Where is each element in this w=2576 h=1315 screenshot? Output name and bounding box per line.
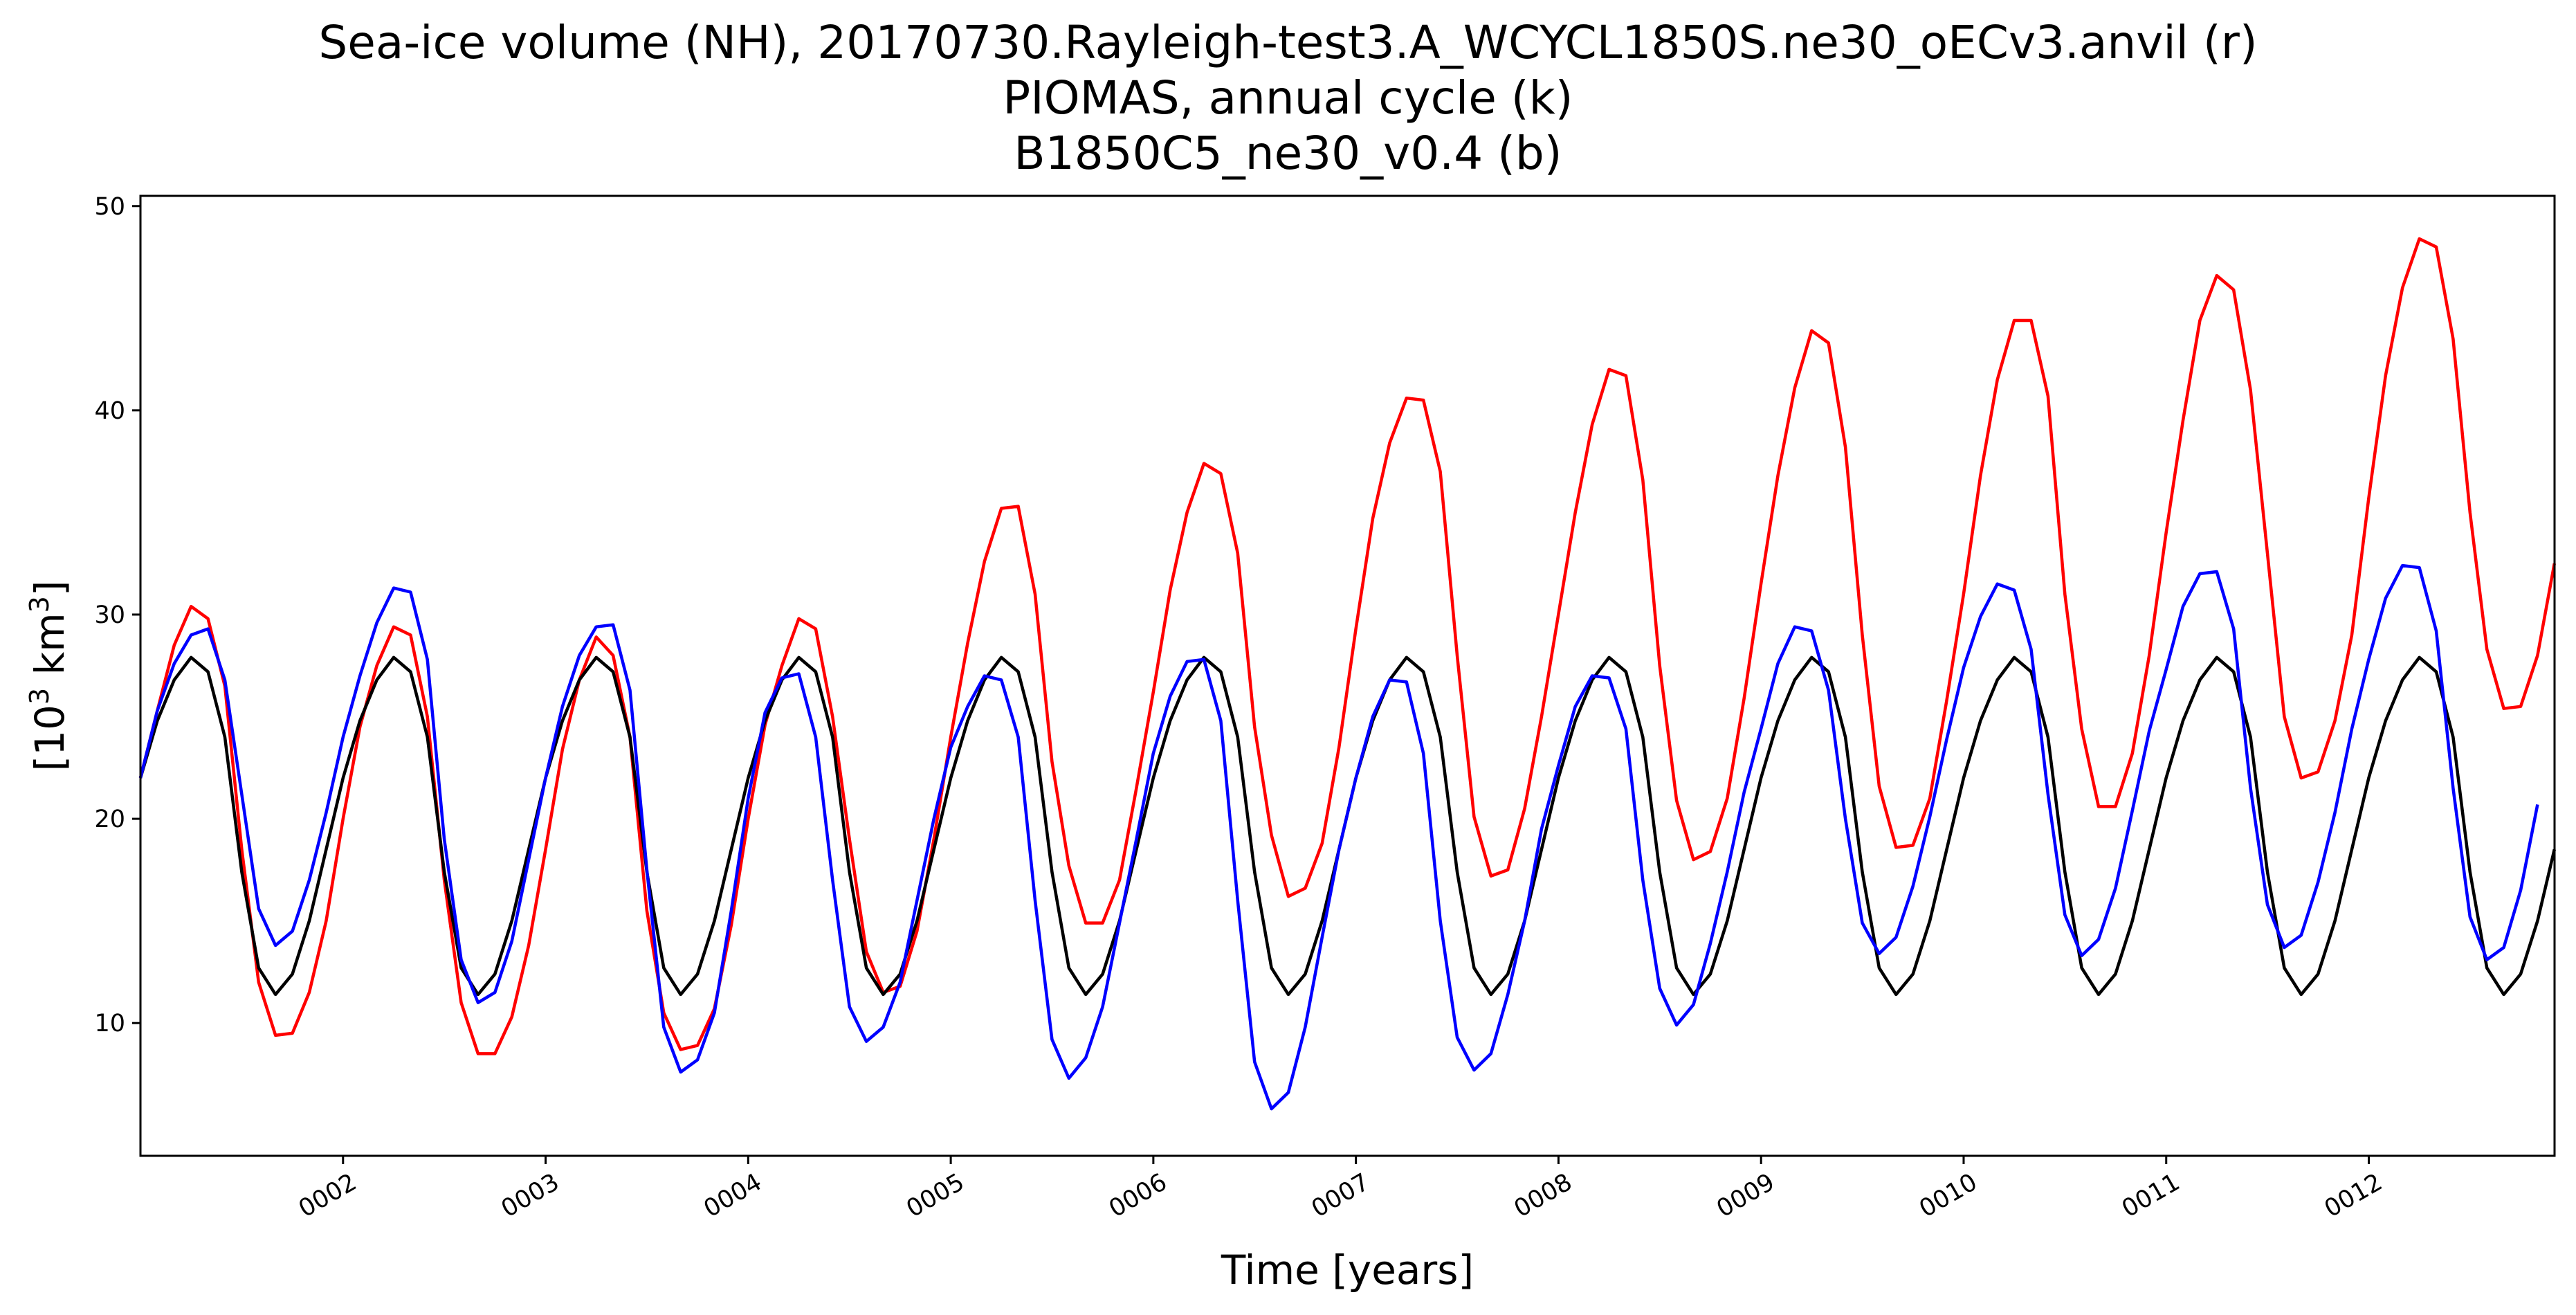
y-axis-label-superscript: 3 <box>24 688 55 705</box>
x-tick-label: 0011 <box>2117 1168 2184 1223</box>
y-tick-label: 50 <box>94 193 125 221</box>
y-tick-label: 10 <box>94 1010 125 1037</box>
y-axis-label-middle: km <box>26 613 73 688</box>
x-tick-label: 0006 <box>1104 1168 1171 1223</box>
x-tick-label: 0003 <box>497 1168 564 1223</box>
x-tick-label: 0009 <box>1712 1168 1780 1223</box>
y-tick-label: 30 <box>94 601 125 629</box>
x-tick-label: 0007 <box>1307 1168 1374 1223</box>
y-axis-label-superscript: 3 <box>24 596 55 613</box>
series-line-2 <box>138 655 2556 997</box>
x-tick-label: 0008 <box>1510 1168 1577 1223</box>
chart-title: Sea-ice volume (NH), 20170730.Rayleigh-t… <box>0 15 2576 181</box>
x-tick-label: 0012 <box>2320 1168 2387 1223</box>
y-tick-label: 20 <box>94 806 125 833</box>
series-layer <box>138 237 2557 1111</box>
y-axis: 10 20 30 40 50 <box>94 193 140 1037</box>
series-line-3 <box>138 563 2539 1111</box>
chart-title-line-2: PIOMAS, annual cycle (k) <box>1003 71 1573 125</box>
y-axis-label: [103 km3] <box>24 581 73 772</box>
x-axis: 0002 0003 0004 0005 0006 0007 0008 0009 0010 0011… <box>294 1156 2387 1223</box>
chart-title-line-1: Sea-ice volume (NH), 20170730.Rayleigh-t… <box>318 16 2258 69</box>
y-tick-label: 40 <box>94 397 125 425</box>
x-tick-label: 0005 <box>902 1168 969 1223</box>
x-tick-label: 0010 <box>1915 1168 1982 1223</box>
y-axis-label-suffix: ] <box>26 581 73 597</box>
x-axis-label: Time [years] <box>1221 1246 1474 1294</box>
chart-title-line-3: B1850C5_ne30_v0.4 (b) <box>1014 127 1562 180</box>
x-tick-label: 0004 <box>700 1168 767 1223</box>
x-tick-label: 0002 <box>294 1168 361 1223</box>
plot-area-frame <box>139 194 2556 1157</box>
series-line-1 <box>138 237 2557 1055</box>
y-axis-label-prefix: [10 <box>26 705 73 771</box>
